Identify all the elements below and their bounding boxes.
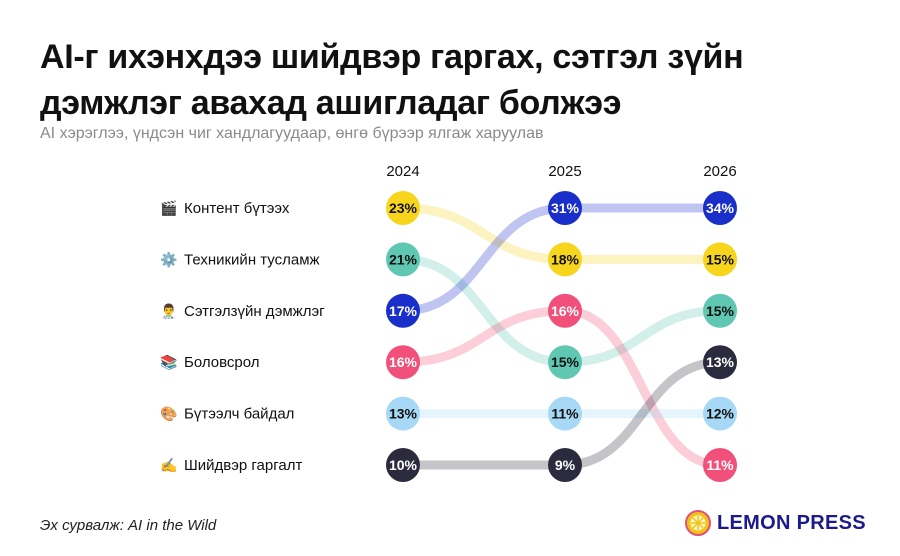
- series-5-value-2024: 13%: [389, 406, 418, 422]
- series-1-value-2025: 18%: [551, 251, 580, 267]
- source-note: Эх сурвалж: AI in the Wild: [40, 517, 217, 534]
- series-4-line: [398, 306, 725, 470]
- series-4-value-2025: 16%: [551, 303, 580, 319]
- series-6-marker-2024: [386, 448, 420, 482]
- series-3-value-2025: 31%: [551, 200, 580, 216]
- series-5-marker-2026: [703, 396, 737, 431]
- page-subtitle: AI хэрэглээ, үндсэн чиг хандлагуудаар, ө…: [40, 125, 544, 142]
- series-3-value-2026: 34%: [706, 200, 735, 216]
- series-1-value-2026: 15%: [706, 251, 735, 267]
- page-title: AI-г ихэнхдээ шийдвэр гаргах, сэтгэл зүй…: [40, 38, 744, 122]
- series-2-value-2024: 21%: [389, 251, 418, 267]
- gear-icon: ⚙️: [160, 251, 177, 268]
- year-label-2026: 2026: [703, 163, 736, 180]
- series-3-value-2024: 17%: [389, 303, 418, 319]
- row-label-1: Контент бүтээх: [184, 200, 290, 217]
- series-5-marker-2025: [548, 396, 582, 431]
- writing-hand-icon: ✍️: [160, 457, 177, 474]
- series-4-marker-2025: [548, 293, 582, 328]
- series-4-value-2026: 11%: [706, 457, 734, 473]
- row-label-6: Шийдвэр гаргалт: [184, 457, 302, 474]
- clapperboard-icon: 🎬: [160, 200, 177, 217]
- health-worker-icon: 👨‍⚕️: [160, 303, 177, 320]
- row-label-2: Техникийн тусламж: [184, 251, 320, 268]
- series-2-value-2025: 15%: [551, 354, 580, 370]
- series-2-marker-2025: [548, 345, 582, 380]
- series-5-marker-2024: [386, 396, 420, 431]
- year-label-2025: 2025: [548, 163, 581, 180]
- series-2-value-2026: 15%: [706, 303, 735, 319]
- brand-logo: LEMON PRESS: [685, 510, 866, 536]
- series-1-marker-2026: [703, 242, 737, 277]
- series-4-marker-2024: [386, 345, 420, 380]
- series-1-marker-2024: [386, 191, 420, 225]
- series-2-marker-2026: [703, 293, 737, 328]
- series-4-marker-2026: [703, 448, 737, 482]
- row-labels: 🎬 Контент бүтээх ⚙️ Техникийн тусламж 👨‍⚕️ Сэ…: [160, 200, 325, 474]
- series-5-value-2026: 12%: [706, 406, 735, 422]
- series-6-marker-2025: [548, 448, 582, 482]
- series-6-value-2026: 13%: [706, 354, 735, 370]
- books-icon: 📚: [160, 354, 177, 371]
- series-4-value-2024: 16%: [389, 354, 418, 370]
- series-6-value-2025: 9%: [555, 457, 576, 473]
- series-6-value-2024: 10%: [389, 457, 418, 473]
- year-label-2024: 2024: [386, 163, 419, 180]
- row-label-5: Бүтээлч байдал: [184, 406, 294, 423]
- series-3-marker-2026: [703, 191, 737, 225]
- series-3-marker-2025: [548, 191, 582, 225]
- series-1-marker-2025: [548, 242, 582, 277]
- series-6-marker-2026: [703, 345, 737, 380]
- lemon-icon: [685, 510, 711, 536]
- series-2-marker-2024: [386, 242, 420, 277]
- row-label-4: Боловсрол: [184, 354, 260, 371]
- palette-icon: 🎨: [160, 405, 177, 423]
- series-markers: 23% 18% 15% 21% 15% 15% 17% 31% 34% 16% 16% 11% 13% 1…: [386, 191, 737, 482]
- row-label-3: Сэтгэлзүйн дэмжлэг: [184, 303, 325, 320]
- year-headers: 2024 2025 2026: [386, 163, 736, 180]
- brand-name: LEMON PRESS: [717, 511, 866, 534]
- series-5-value-2025: 11%: [551, 406, 579, 422]
- series-3-marker-2024: [386, 293, 420, 328]
- series-1-value-2024: 23%: [389, 200, 418, 216]
